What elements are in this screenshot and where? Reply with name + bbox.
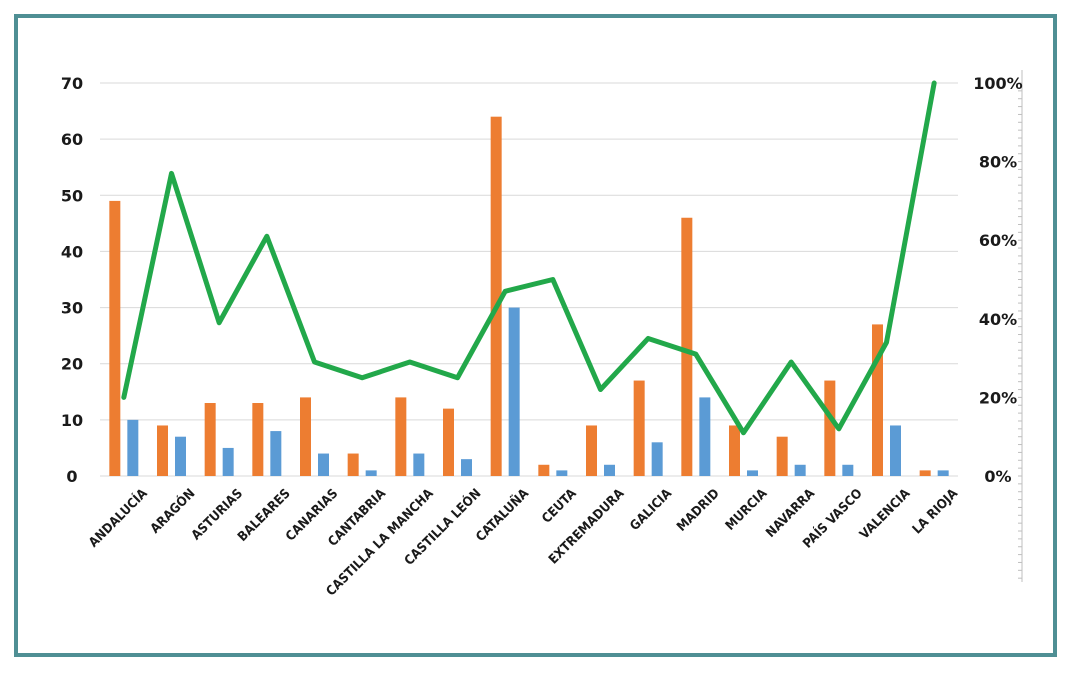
bar-s0-5 <box>347 453 359 476</box>
bar-s0-15 <box>824 380 836 476</box>
bar-s0-7 <box>443 408 454 476</box>
bar-s1-3 <box>270 431 282 476</box>
bar-s0-3 <box>252 403 264 476</box>
bar-s1-8 <box>508 307 520 476</box>
bar-s1-16 <box>890 425 901 476</box>
bar-s0-1 <box>157 425 168 476</box>
bar-s1-6 <box>413 453 425 476</box>
x-tick-label-9: CEUTA <box>539 486 579 526</box>
x-tick-label-16: VALENCIA <box>857 486 913 542</box>
x-tick-label-0: ANDALUCÍA <box>86 486 151 551</box>
bar-s0-13 <box>729 425 740 476</box>
line-series-2 <box>121 80 937 436</box>
bar-s0-6 <box>395 397 407 476</box>
bar-s1-15 <box>842 464 854 476</box>
bar-s1-2 <box>222 447 234 476</box>
y-tick-label-40: 40 <box>61 242 83 261</box>
y-tick-label-50: 50 <box>61 186 83 205</box>
y-tick-label-30: 30 <box>61 299 83 318</box>
bar-s0-2 <box>204 403 216 476</box>
bar-s0-8 <box>490 116 502 476</box>
bar-s1-12 <box>699 397 711 476</box>
bar-s1-14 <box>794 464 806 476</box>
chart-frame <box>14 14 1057 657</box>
x-tick-label-17: LA RIOJA <box>910 486 961 537</box>
x-tick-label-13: MURCIA <box>723 486 770 533</box>
y2-tick-label-0: 0% <box>984 467 1011 486</box>
bar-s1-0 <box>127 419 139 476</box>
y-tick-label-20: 20 <box>61 355 83 374</box>
y-tick-label-70: 70 <box>61 74 83 93</box>
y2-tick-label-1: 20% <box>979 388 1017 407</box>
x-tick-label-11: GALICIA <box>627 486 675 534</box>
bar-s0-10 <box>586 425 597 476</box>
y-tick-label-0: 0 <box>66 467 77 486</box>
bar-s1-13 <box>747 470 758 476</box>
y-tick-label-60: 60 <box>61 130 83 149</box>
bar-s0-17 <box>919 470 931 476</box>
bar-s1-4 <box>318 453 329 476</box>
x-tick-label-12: MADRID <box>674 486 723 535</box>
bar-s1-11 <box>651 442 663 476</box>
bar-s0-0 <box>109 200 121 476</box>
y2-tick-label-3: 60% <box>979 231 1017 250</box>
bar-s0-4 <box>300 397 311 476</box>
bar-s1-17 <box>937 470 949 476</box>
bar-s0-9 <box>538 464 550 476</box>
bar-s1-7 <box>461 459 472 476</box>
bar-s1-10 <box>604 464 615 476</box>
y2-tick-label-5: 100% <box>973 74 1022 93</box>
bar-s0-14 <box>776 436 788 476</box>
bar-s1-9 <box>556 470 568 476</box>
y2-tick-label-2: 40% <box>979 310 1017 329</box>
bar-s0-16 <box>872 324 883 476</box>
bar-s0-11 <box>633 380 645 476</box>
bar-s1-5 <box>365 470 377 476</box>
bar-s1-1 <box>175 436 186 476</box>
x-tick-label-1: ARAGÓN <box>147 486 198 537</box>
bar-s0-12 <box>681 217 693 476</box>
y-tick-label-10: 10 <box>61 411 83 430</box>
y2-tick-label-4: 80% <box>979 153 1017 172</box>
